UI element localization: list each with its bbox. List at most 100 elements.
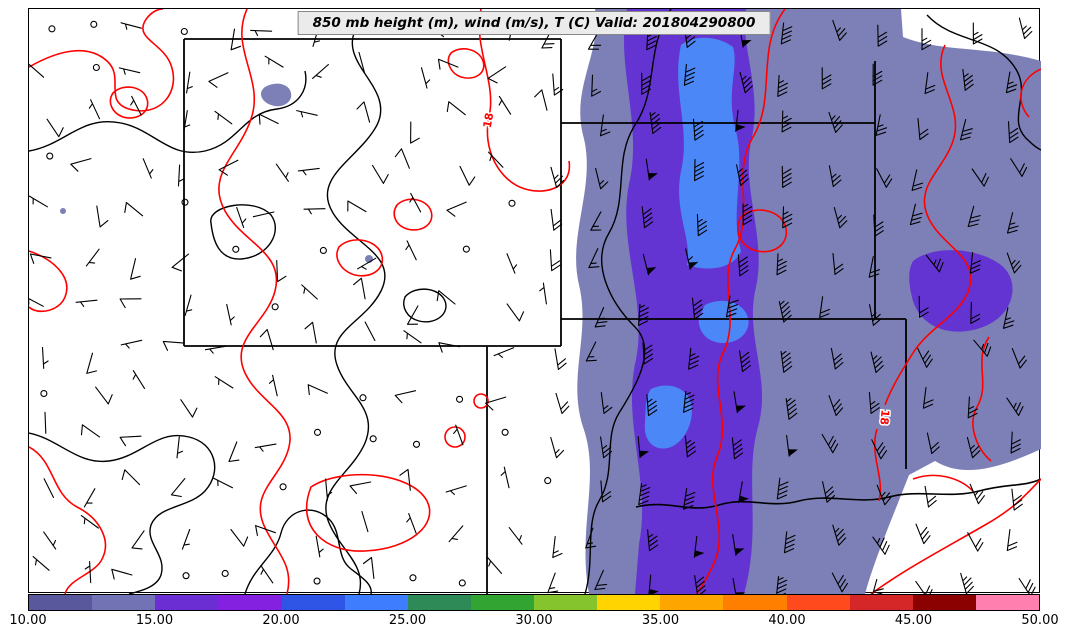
fill-region-20-25: [678, 37, 741, 269]
wind-barb: [688, 347, 700, 370]
wind-barb: [218, 159, 239, 176]
wind-barb-flag: [646, 267, 657, 275]
temperature-contour: [444, 426, 466, 448]
wind-barb: [638, 483, 651, 506]
wind-barb: [255, 525, 276, 536]
wind-barb: [725, 295, 739, 318]
wind-barb: [534, 89, 548, 111]
wind-barb: [821, 433, 839, 454]
wind-barb: [459, 165, 476, 186]
wind-barb: [405, 240, 417, 261]
calm-wind-circle: [221, 569, 229, 578]
wind-barb: [119, 435, 142, 447]
chart-title: 850 mb height (m), wind (m/s), T (C) Val…: [297, 11, 771, 35]
colorbar-segment: [660, 595, 724, 610]
wind-barb: [446, 201, 467, 217]
wind-barb: [1010, 431, 1021, 454]
wind-barb: [922, 386, 934, 409]
wind-barb: [230, 28, 242, 51]
wind-barb-flag: [738, 495, 750, 503]
wind-barb-flag: [735, 124, 746, 132]
wind-barb: [600, 480, 612, 503]
wind-barb: [70, 158, 92, 172]
wind-barb: [29, 195, 48, 208]
wind-barb: [776, 253, 787, 276]
wind-barb: [406, 513, 417, 534]
wind-barb-flag: [736, 405, 746, 413]
wind-barb: [177, 164, 185, 187]
wind-barb: [966, 436, 981, 459]
wind-barb: [83, 488, 96, 508]
wind-barb: [590, 211, 602, 231]
colorbar-tick-label: 50.00: [1021, 613, 1059, 628]
wind-barb: [967, 205, 981, 228]
wind-barb: [403, 330, 422, 344]
state-border-lines: [183, 38, 907, 594]
calm-wind-circle: [271, 303, 279, 311]
wind-barb: [832, 524, 847, 546]
wind-barb: [600, 436, 613, 459]
wind-barb: [831, 572, 848, 593]
colorbar-segment: [534, 595, 598, 610]
wind-barb: [776, 477, 789, 500]
wind-barb: [645, 158, 650, 181]
wind-barb: [911, 169, 924, 191]
wind-barb: [80, 515, 99, 529]
wind-barb: [594, 569, 608, 591]
wind-barb: [877, 24, 888, 47]
wind-barb: [870, 351, 884, 374]
wind-barb: [599, 114, 611, 137]
colorbar-segment: [849, 595, 913, 610]
temperature-contour: [109, 86, 149, 119]
wind-barb: [29, 253, 52, 264]
colorbar-segment: [975, 595, 1039, 610]
wind-barb: [648, 574, 652, 594]
wind-barb: [646, 394, 658, 417]
wind-barb: [1011, 488, 1023, 511]
calm-wind-circle: [180, 27, 188, 36]
colorbar-segment: [912, 595, 976, 610]
wind-barb: [828, 165, 842, 188]
wind-barb: [409, 192, 422, 213]
calm-wind-circle: [181, 198, 189, 206]
wind-barb: [637, 436, 641, 459]
river-border-line: [635, 478, 1041, 509]
wind-barb: [448, 525, 464, 543]
wind-barb: [132, 370, 146, 389]
wind-barb: [1018, 577, 1036, 594]
wind-barb: [926, 432, 940, 455]
temperature-contour: [912, 474, 974, 492]
calm-wind-circle: [182, 572, 190, 580]
wind-barb: [260, 565, 274, 584]
wind-barb: [683, 25, 696, 48]
wind-barb: [275, 163, 289, 182]
calm-wind-circle: [462, 245, 470, 253]
wind-barb: [43, 531, 57, 550]
wind-barb: [445, 485, 467, 496]
wind-barb: [399, 468, 411, 491]
wind-barb: [737, 254, 749, 277]
wind-barb-flag: [648, 173, 658, 181]
wind-barb: [555, 392, 570, 415]
wind-barb: [406, 305, 419, 325]
wind-barb: [204, 345, 227, 354]
wind-barb: [960, 572, 974, 594]
temperature-contour: [336, 239, 384, 277]
wind-barb: [80, 424, 101, 438]
wind-barb: [967, 532, 984, 552]
colorbar-segment: [344, 595, 408, 610]
wind-barb: [868, 391, 880, 414]
colorbar-segment: [155, 595, 219, 610]
fill-speck: [260, 83, 292, 107]
wind-barb: [130, 258, 141, 280]
wind-barb: [162, 340, 185, 351]
wind-barb: [781, 165, 792, 188]
wind-barb: [550, 208, 563, 231]
temperature-contour: [218, 9, 291, 594]
wind-barb: [733, 391, 738, 414]
height-contour: [244, 509, 372, 594]
wind-barb: [410, 121, 420, 144]
temperature-contour: [478, 9, 571, 192]
wind-barb: [637, 303, 649, 326]
wind-barb: [552, 73, 564, 96]
